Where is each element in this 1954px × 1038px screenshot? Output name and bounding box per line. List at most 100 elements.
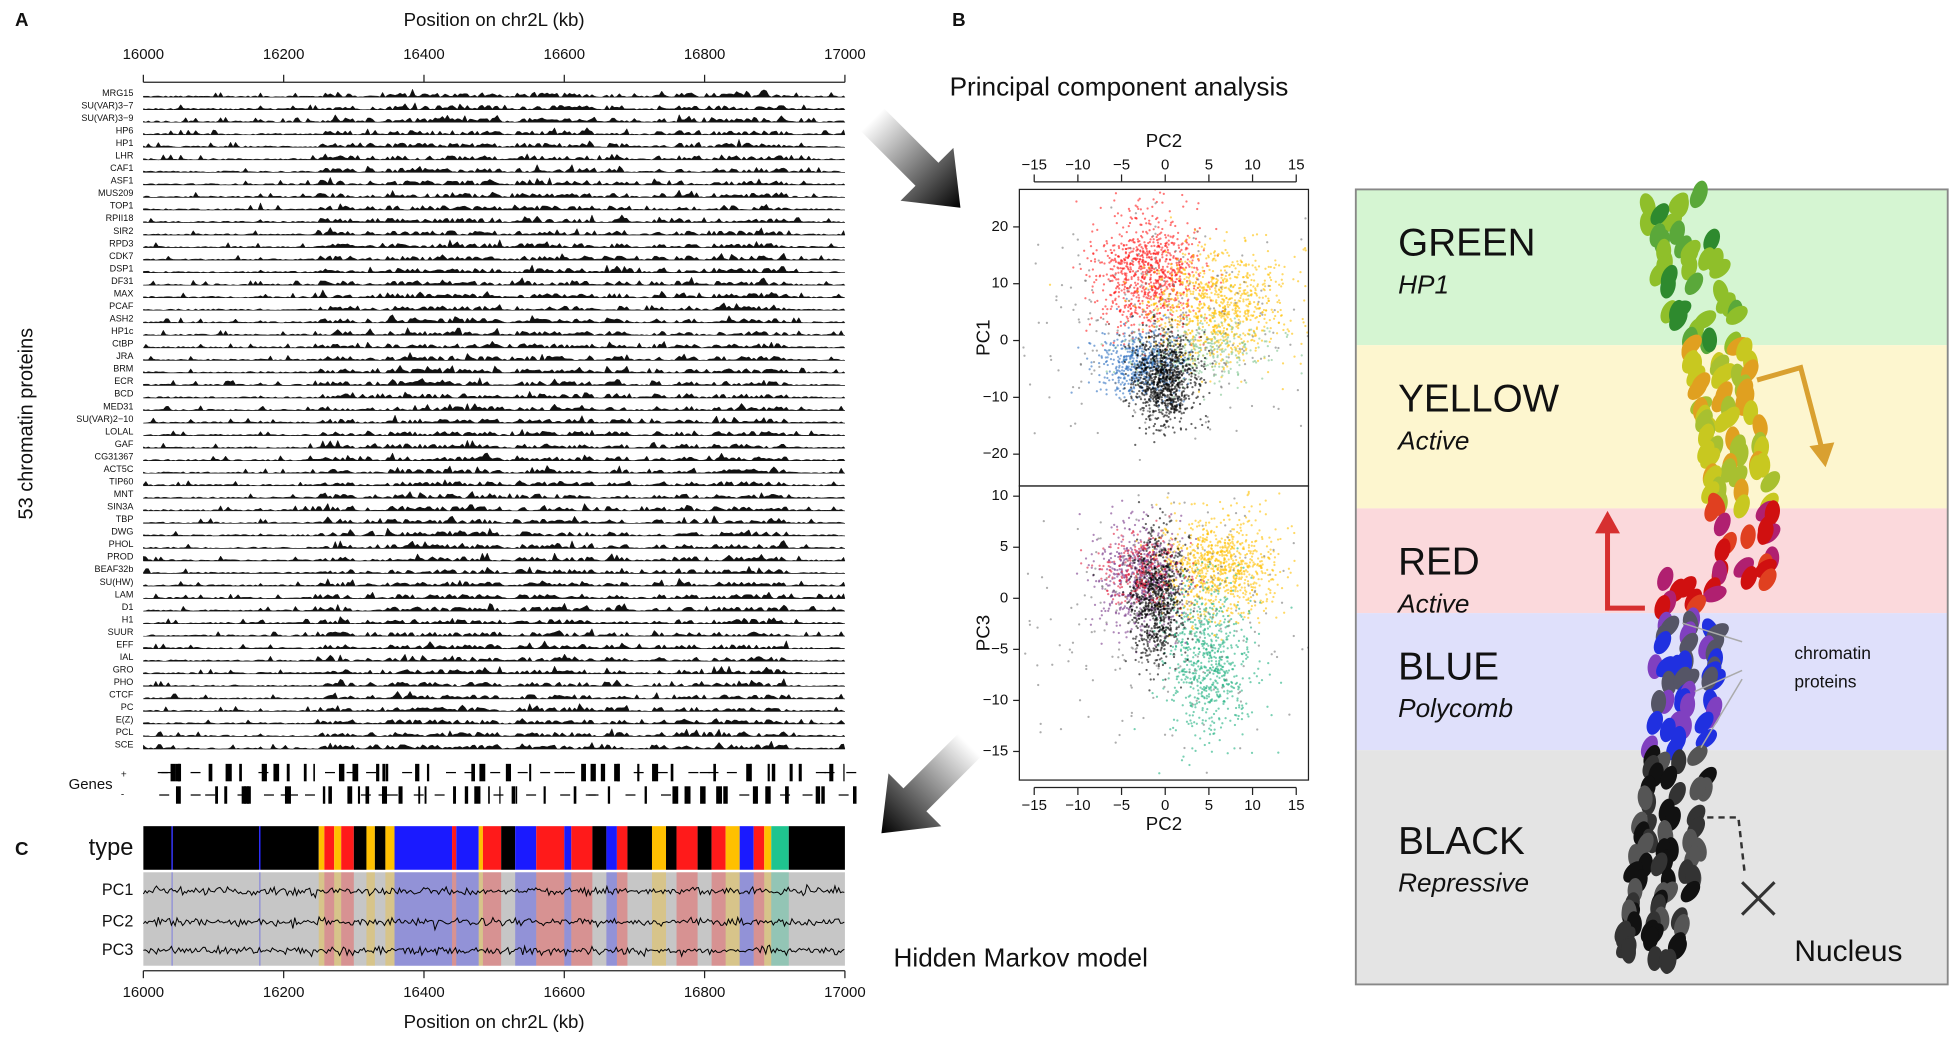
scatter-texture xyxy=(1135,271,1137,273)
scatter-texture xyxy=(1208,558,1210,560)
gene xyxy=(591,764,596,781)
scatter-texture xyxy=(1227,344,1229,346)
scatter-texture xyxy=(1277,347,1279,349)
scatter-texture xyxy=(1145,380,1147,382)
scatter-texture xyxy=(1269,289,1271,291)
scatter-texture xyxy=(1145,428,1147,430)
scatter-texture xyxy=(1162,369,1164,371)
scatter-texture xyxy=(1185,428,1187,430)
protein-label: GAF xyxy=(115,439,134,449)
scatter-texture xyxy=(1162,390,1164,392)
scatter-texture xyxy=(1164,269,1166,271)
scatter-texture xyxy=(1152,325,1154,327)
scatter-texture xyxy=(1128,240,1130,242)
scatter-texture xyxy=(1177,383,1179,385)
scatter-texture xyxy=(1261,556,1263,558)
state-shading xyxy=(171,872,172,965)
genes-minus: - xyxy=(121,790,124,801)
scatter-texture xyxy=(1134,352,1136,354)
scatter-texture xyxy=(1141,358,1143,360)
scatter-texture xyxy=(1123,384,1125,386)
scatter-texture xyxy=(1202,528,1204,530)
scatter-texture xyxy=(1177,244,1179,246)
scatter-texture xyxy=(1222,307,1224,309)
scatter-texture xyxy=(1110,358,1112,360)
scatter-texture xyxy=(1236,541,1238,543)
state-segment xyxy=(319,826,325,870)
scatter-texture xyxy=(1131,298,1133,300)
scatter-texture xyxy=(1151,266,1153,268)
scatter-texture xyxy=(1256,550,1258,552)
scatter-texture xyxy=(1270,541,1272,543)
scatter-texture xyxy=(1275,347,1277,349)
gene xyxy=(479,764,485,781)
scatter-texture xyxy=(1238,519,1240,521)
scatter-texture xyxy=(1237,612,1239,614)
scatter-texture xyxy=(1224,319,1226,321)
scatter-texture xyxy=(1214,621,1216,623)
protein-track xyxy=(143,165,845,173)
scatter-texture xyxy=(1313,343,1315,345)
scatter-texture xyxy=(1134,411,1136,413)
scatter-texture xyxy=(1202,266,1204,268)
scatter-texture xyxy=(1145,405,1147,407)
scatter-texture xyxy=(1105,250,1107,252)
scatter-texture xyxy=(1209,296,1211,298)
scatter-texture xyxy=(1119,390,1121,392)
scatter-texture xyxy=(1178,396,1180,398)
scatter-texture xyxy=(1152,198,1154,200)
scatter-texture xyxy=(1163,315,1165,317)
scatter-texture xyxy=(1223,554,1225,556)
state-shading xyxy=(571,872,592,965)
scatter-texture xyxy=(1257,563,1259,565)
scatter-texture xyxy=(1205,566,1207,568)
scatter-texture xyxy=(1141,353,1143,355)
scatter-texture xyxy=(1240,612,1242,614)
scatter-texture xyxy=(1199,289,1201,291)
scatter-texture xyxy=(1256,572,1258,574)
scatter-texture xyxy=(1213,575,1215,577)
scatter-texture xyxy=(1208,269,1210,271)
scatter-texture xyxy=(1117,282,1119,284)
scatter-texture xyxy=(1154,226,1156,228)
scatter-texture xyxy=(1146,361,1148,363)
scatter-texture xyxy=(1143,295,1145,297)
scatter-texture xyxy=(1121,373,1123,375)
scatter-texture xyxy=(1147,295,1149,297)
scatter-texture xyxy=(1219,332,1221,334)
scatter-texture xyxy=(1210,276,1212,278)
scatter-texture xyxy=(1147,348,1149,350)
scatter-texture xyxy=(1182,369,1184,371)
scatter-texture xyxy=(1146,256,1148,258)
scatter-texture xyxy=(1138,267,1140,269)
scatter-texture xyxy=(1160,288,1162,290)
scatter-texture xyxy=(1091,289,1093,291)
scatter-texture xyxy=(1277,553,1279,555)
scatter-texture xyxy=(1111,237,1113,239)
scatter-texture xyxy=(1127,383,1129,385)
scatter-texture xyxy=(1176,374,1178,376)
scatter-texture xyxy=(1188,605,1190,607)
scatter-texture xyxy=(1140,266,1142,268)
scatter-texture xyxy=(1213,277,1215,279)
scatter-texture xyxy=(1182,339,1184,341)
panel-letter: C xyxy=(15,838,29,859)
scatter-texture xyxy=(1237,622,1239,624)
scatter-texture xyxy=(1249,349,1251,351)
scatter-texture xyxy=(1184,333,1186,335)
scatter-texture xyxy=(1172,427,1174,429)
scatter-texture xyxy=(1269,549,1271,551)
scatter-texture xyxy=(1233,265,1235,267)
scatter-texture xyxy=(1153,316,1155,318)
state-segment xyxy=(341,826,354,870)
scatter-texture xyxy=(1135,396,1137,398)
scatter-texture xyxy=(1227,306,1229,308)
scatter-texture xyxy=(1158,411,1160,413)
scatter-texture xyxy=(1097,432,1099,434)
scatter-texture xyxy=(1140,364,1142,366)
scatter-texture xyxy=(1200,339,1202,341)
scatter-texture xyxy=(1164,370,1166,372)
scatter-texture xyxy=(1147,357,1149,359)
scatter-texture xyxy=(1218,363,1220,365)
scatter-texture xyxy=(1163,424,1165,426)
